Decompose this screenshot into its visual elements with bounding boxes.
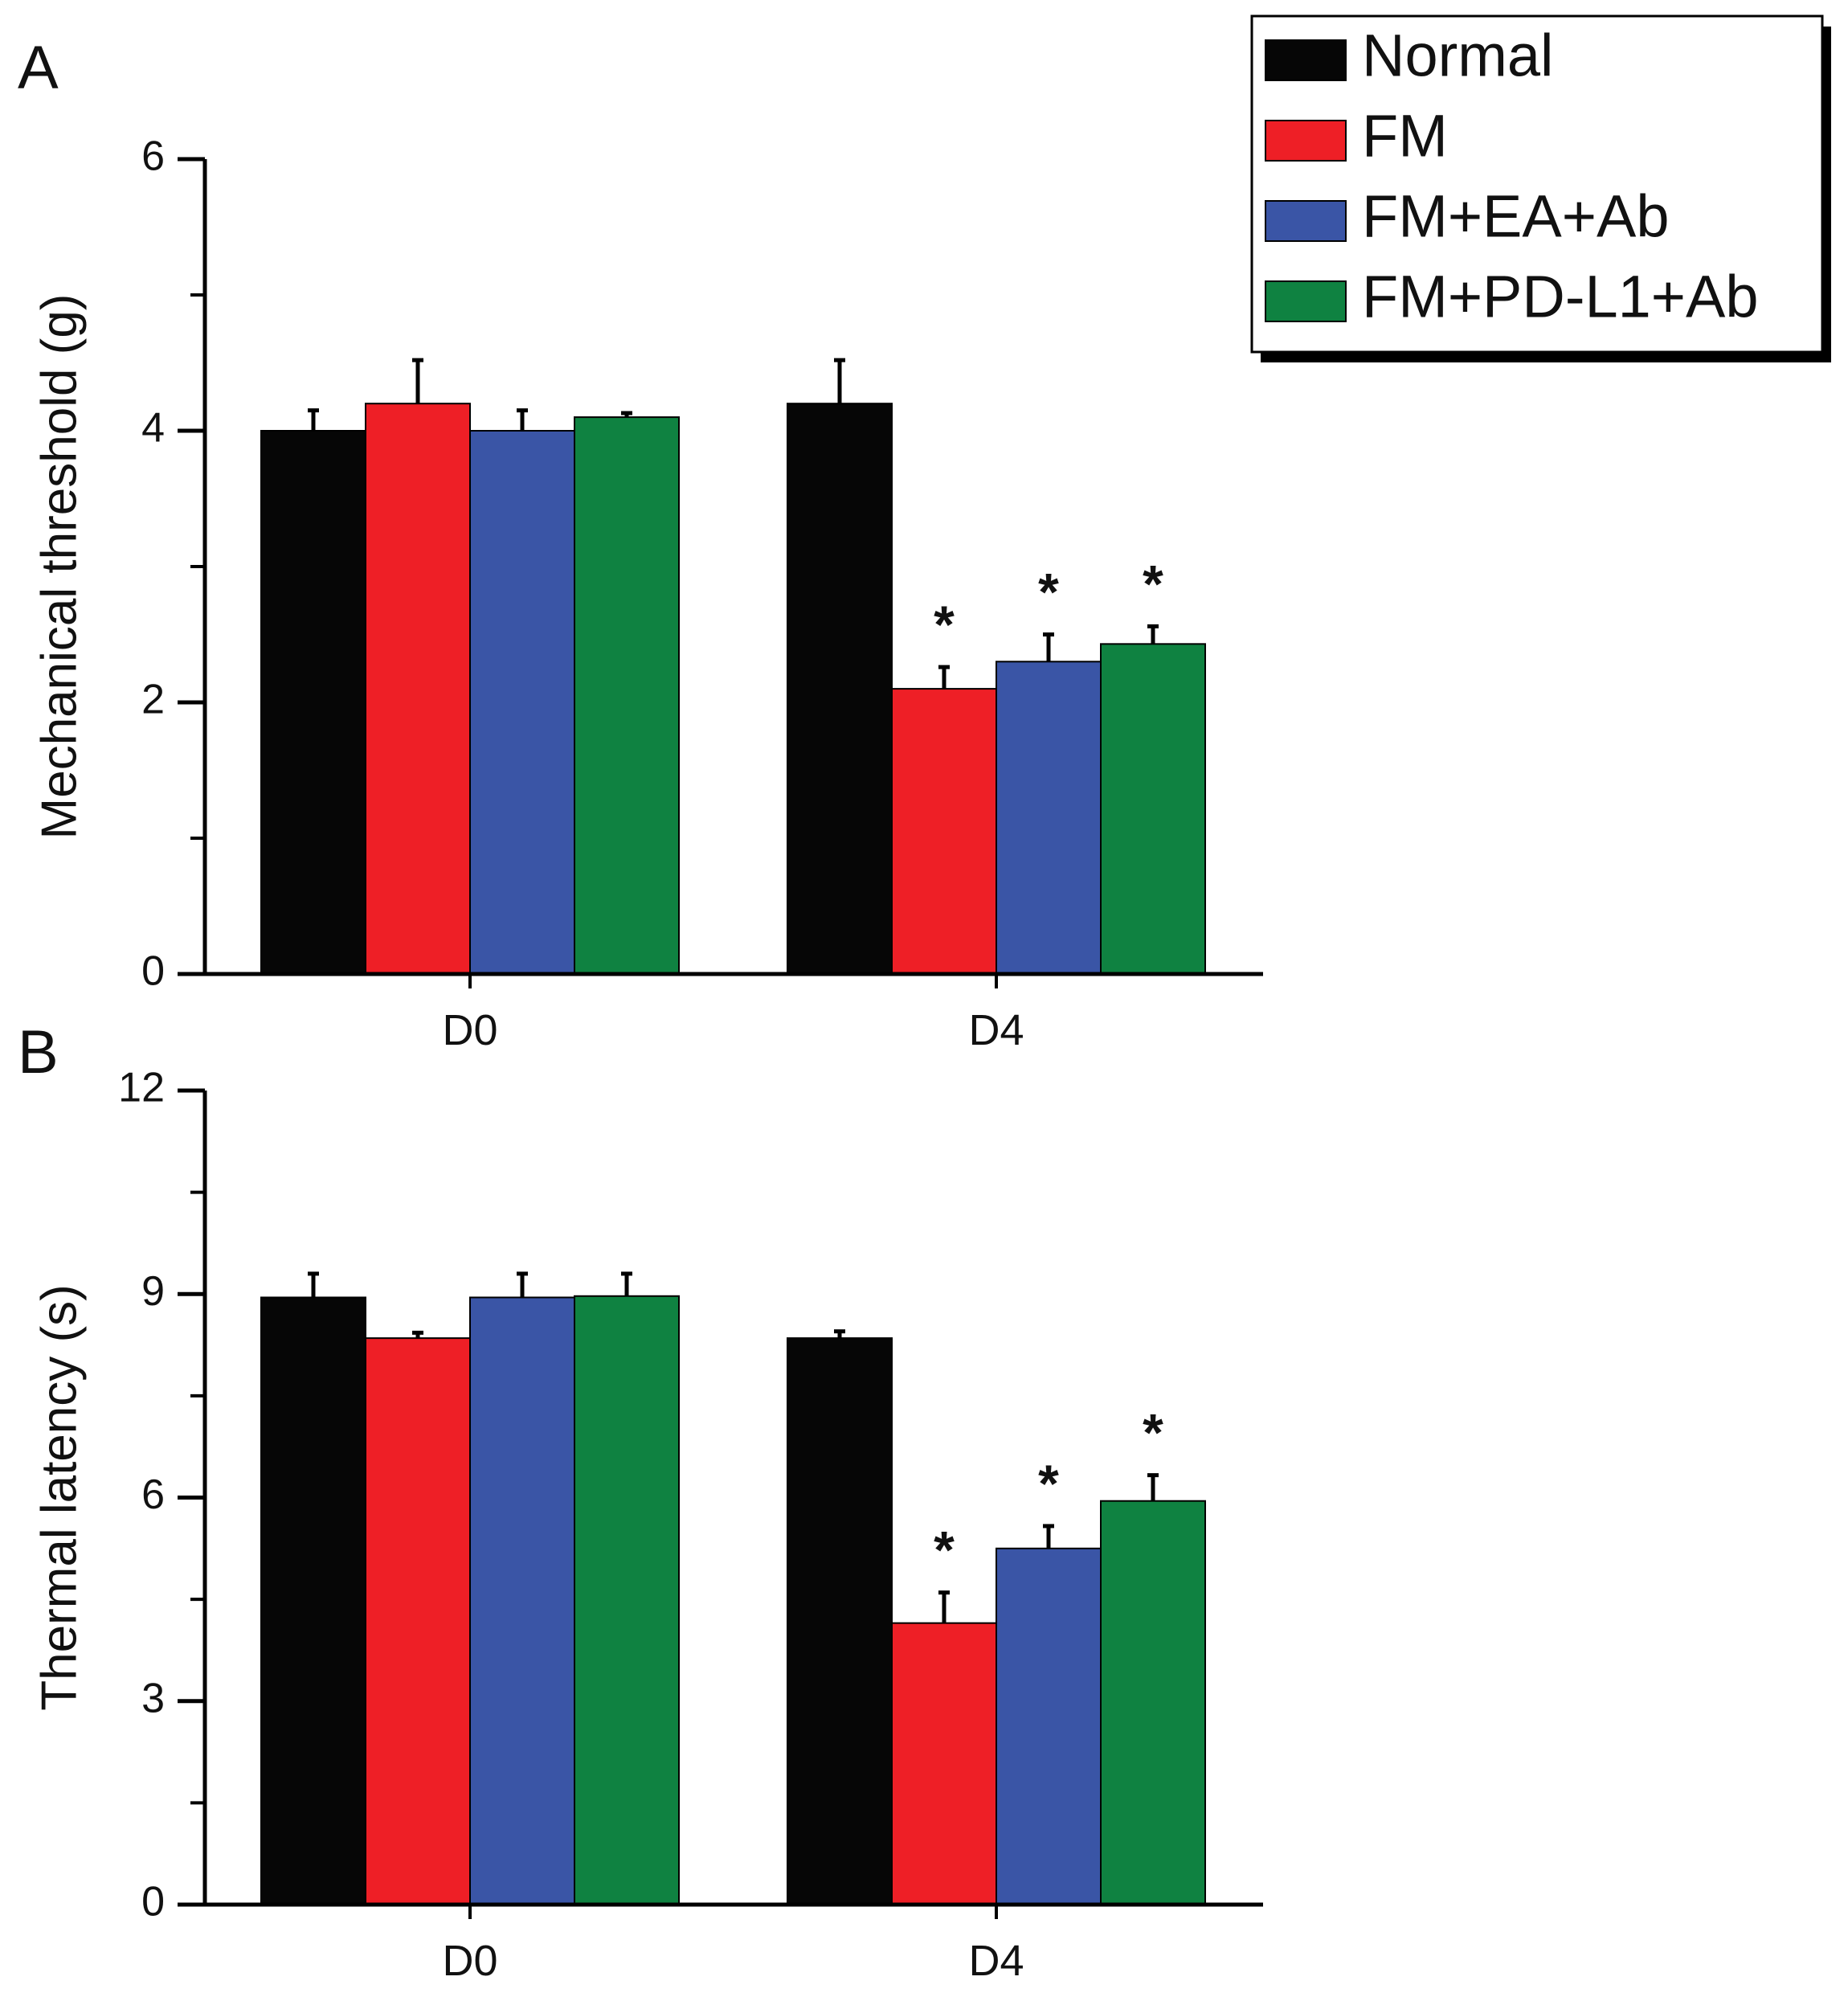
y-tick-label: 6 <box>141 1471 165 1518</box>
bar <box>469 1296 575 1905</box>
significance-star: * <box>934 595 955 654</box>
legend: Normal FM FM+EA+Ab FM+PD-L1+Ab <box>1250 14 1831 362</box>
panel-b: B Thermal latency (s) * * * 0 3 6 9 12 D0 D4 <box>18 1018 1263 1985</box>
legend-box <box>1250 14 1824 354</box>
legend-label: Normal <box>1362 23 1553 89</box>
panel-a: A Mechanical threshold (g) * * * 0 2 4 6 D0 D4 <box>18 34 1263 1054</box>
x-category-label: D4 <box>968 1006 1024 1054</box>
y-tick-label: 4 <box>141 405 165 452</box>
bar <box>260 430 366 975</box>
y-tick-label: 0 <box>141 948 165 995</box>
bar <box>1100 643 1206 976</box>
bar <box>787 1337 893 1905</box>
y-tick-label: 9 <box>141 1268 165 1315</box>
y-tick-label: 2 <box>141 677 165 723</box>
x-category-label: D0 <box>442 1006 497 1054</box>
y-tick-label: 6 <box>141 133 165 180</box>
panel-letter: B <box>18 1018 59 1087</box>
legend-label: FM+PD-L1+Ab <box>1362 264 1759 330</box>
bar <box>787 403 893 975</box>
y-tick-label: 0 <box>141 1879 165 1925</box>
y-tick-label: 3 <box>141 1675 165 1721</box>
significance-star: * <box>1038 563 1059 622</box>
significance-star: * <box>934 1520 955 1580</box>
y-axis-title: Thermal latency (s) <box>31 1284 87 1711</box>
bar <box>996 1547 1102 1905</box>
significance-star: * <box>1143 554 1163 613</box>
bar <box>365 1337 471 1905</box>
y-tick-label: 12 <box>118 1065 165 1111</box>
x-category-label: D0 <box>442 1937 497 1985</box>
legend-label: FM <box>1362 103 1448 170</box>
legend-swatch <box>1265 39 1347 81</box>
bar <box>891 1622 997 1905</box>
bar <box>260 1296 366 1905</box>
significance-star: * <box>1143 1403 1163 1463</box>
significance-star: * <box>1038 1454 1059 1513</box>
bar <box>1100 1500 1206 1905</box>
bar <box>365 403 471 975</box>
bar <box>469 430 575 975</box>
bar <box>996 661 1102 975</box>
panel-letter: A <box>18 34 59 102</box>
y-axis-title: Mechanical threshold (g) <box>31 294 87 840</box>
bar <box>574 416 680 975</box>
bar <box>891 688 997 975</box>
legend-label: FM+EA+Ab <box>1362 183 1670 250</box>
bar <box>574 1295 680 1905</box>
legend-swatch <box>1265 200 1347 242</box>
x-category-label: D4 <box>968 1937 1024 1985</box>
legend-swatch <box>1265 280 1347 322</box>
legend-swatch <box>1265 120 1347 162</box>
